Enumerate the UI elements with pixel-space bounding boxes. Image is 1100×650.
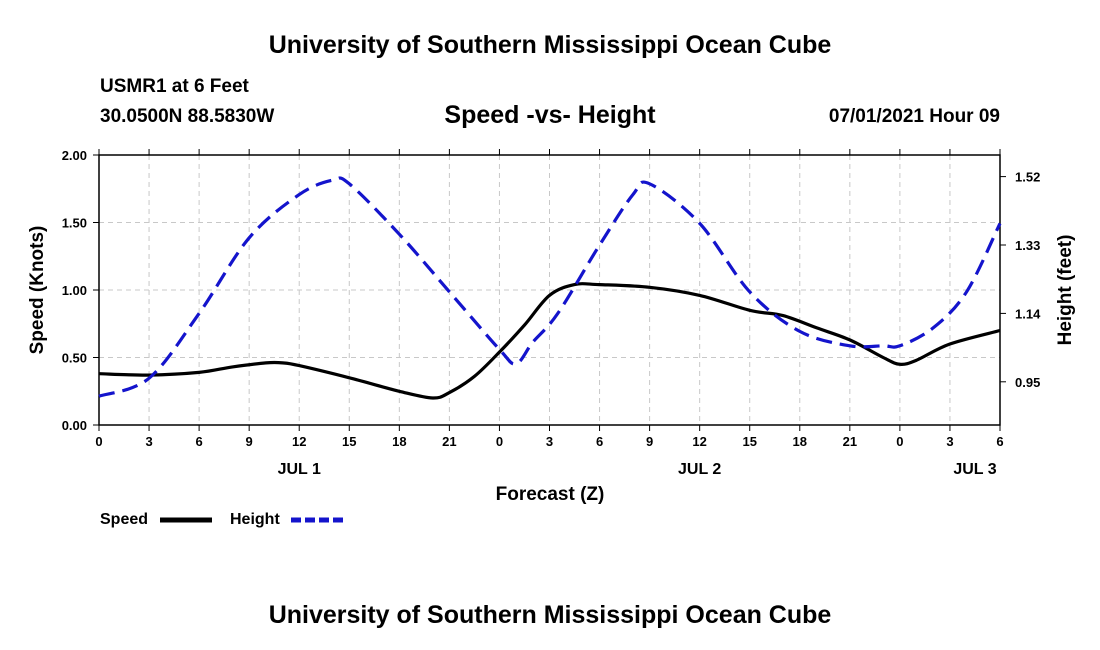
x-tick-label: 15 xyxy=(742,434,756,449)
y-left-tick-label: 1.00 xyxy=(62,283,87,298)
legend-label-speed: Speed xyxy=(100,511,148,528)
x-tick-label: 21 xyxy=(843,434,857,449)
x-tick-label: 6 xyxy=(596,434,603,449)
x-tick-label: 6 xyxy=(996,434,1003,449)
x-tick-label: 18 xyxy=(392,434,406,449)
series-line-speed xyxy=(98,282,1001,400)
y-left-tick-label: 0.50 xyxy=(62,351,87,366)
x-tick-label: 15 xyxy=(342,434,356,449)
y-left-tick-label: 2.00 xyxy=(62,148,87,163)
y-right-tick-label: 0.95 xyxy=(1015,375,1040,390)
x-tick-label: 18 xyxy=(793,434,807,449)
ticks: 0 3 6 9 12 15 18 21 0 3 6 9 12 15 18 21 0 3 6 JUL 1 JUL 2 JUL… xyxy=(62,148,1041,478)
series-group xyxy=(98,176,1002,400)
x-tick-label: 0 xyxy=(95,434,102,449)
footer-title: University of Southern Mississippi Ocean… xyxy=(268,601,832,629)
station-label: USMR1 at 6 Feet xyxy=(100,76,249,97)
x-tick-label: 0 xyxy=(896,434,903,449)
grid xyxy=(99,155,1000,425)
day-label: JUL 3 xyxy=(953,461,996,478)
page-title: University of Southern Mississippi Ocean… xyxy=(268,31,832,59)
x-tick-label: 6 xyxy=(195,434,202,449)
x-tick-label: 12 xyxy=(692,434,706,449)
day-label: JUL 2 xyxy=(678,461,721,478)
legend-label-height: Height xyxy=(230,511,280,528)
y-axis-left-title: Speed (Knots) xyxy=(27,226,48,355)
x-tick-label: 3 xyxy=(946,434,953,449)
x-axis-title: Forecast (Z) xyxy=(496,484,605,505)
x-tick-label: 9 xyxy=(246,434,253,449)
y-left-tick-label: 0.00 xyxy=(62,418,87,433)
coordinates-label: 30.0500N 88.5830W xyxy=(100,106,275,127)
chart-title: Speed -vs- Height xyxy=(444,101,656,129)
y-right-tick-label: 1.52 xyxy=(1015,170,1040,185)
x-tick-label: 3 xyxy=(145,434,152,449)
y-right-tick-label: 1.14 xyxy=(1015,306,1041,321)
x-tick-label: 9 xyxy=(646,434,653,449)
x-tick-label: 0 xyxy=(496,434,503,449)
y-left-tick-label: 1.50 xyxy=(62,216,87,231)
y-right-tick-label: 1.33 xyxy=(1015,238,1040,253)
x-tick-label: 3 xyxy=(546,434,553,449)
series-line-height xyxy=(98,176,1002,398)
day-label: JUL 1 xyxy=(278,461,321,478)
legend: Speed Height xyxy=(100,511,343,528)
datetime-label: 07/01/2021 Hour 09 xyxy=(828,106,1000,127)
x-tick-label: 21 xyxy=(442,434,456,449)
y-axis-right-title: Height (feet) xyxy=(1055,235,1076,346)
x-tick-label: 12 xyxy=(292,434,306,449)
